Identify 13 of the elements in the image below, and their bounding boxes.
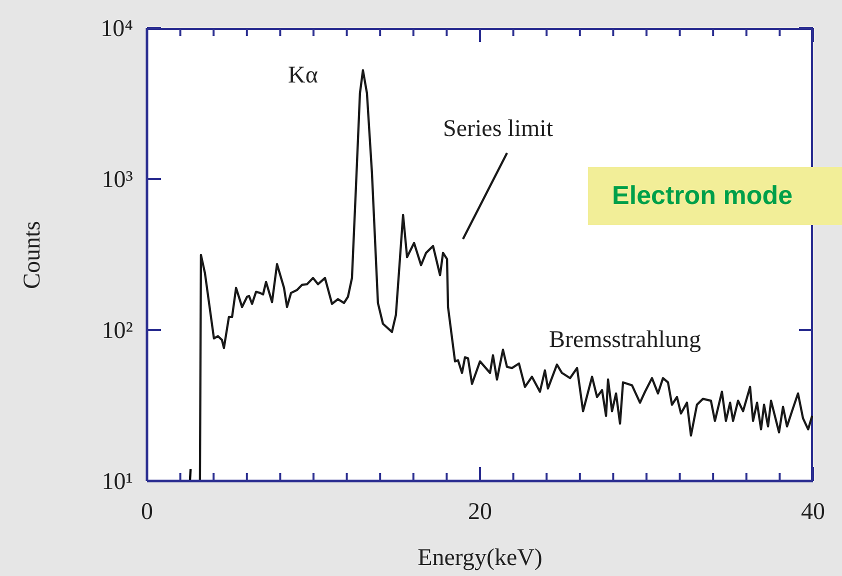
annotation: Series limit [443, 116, 553, 143]
x-axis-title: Energy(keV) [416, 545, 544, 572]
y-tick-label: 10¹ [102, 469, 133, 495]
annotation: Kα [288, 62, 318, 88]
y-tick-label: 10² [102, 318, 133, 344]
x-tick-label: 20 [468, 499, 492, 525]
y-axis-title: Counts [20, 220, 46, 289]
x-tick-label: 0 [141, 499, 153, 525]
y-tick-label: 10³ [102, 167, 133, 193]
annotation: Bremsstrahlung [549, 327, 701, 354]
y-tick-label: 10⁴ [100, 16, 133, 42]
annotation: Electron mode [588, 167, 842, 225]
x-tick-label: 40 [801, 499, 825, 525]
